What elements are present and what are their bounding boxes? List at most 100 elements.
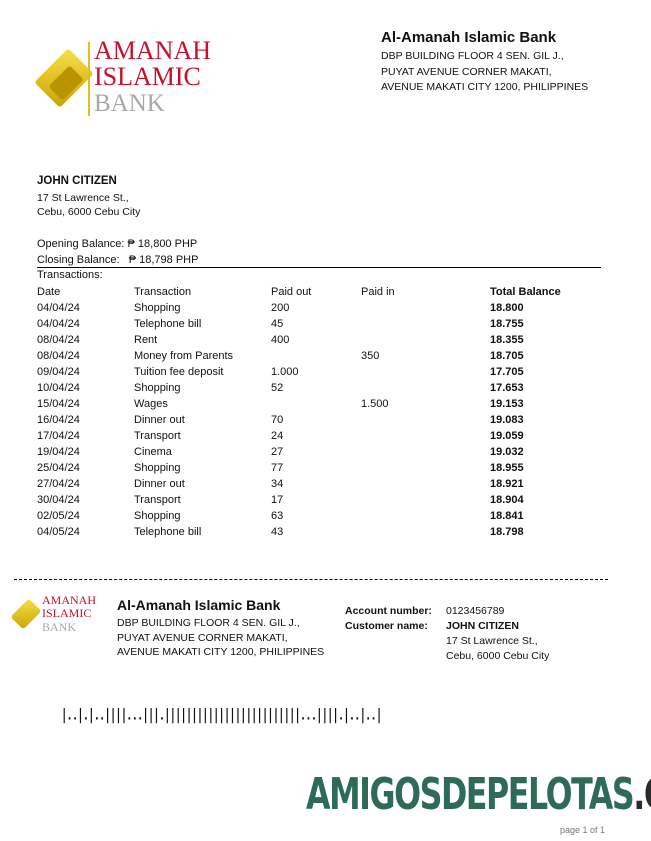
cell-total-balance: 18.355 [490,334,524,346]
cell-date: 25/04/24 [37,462,80,474]
cell-paid-out: 24 [271,430,284,442]
logo-text-2: ISLAMIC [94,62,201,91]
cell-paid-out: 17 [271,494,284,506]
cell-paid-in: 1.500 [361,398,389,410]
table-row: 04/04/24 Telephone bill 45 18.755 [37,316,600,332]
cell-total-balance: 18.904 [490,494,524,506]
address-line: 17 St Lawrence St., [446,635,538,647]
bank-logo-small: AMANAH ISLAMIC BANK [10,594,107,636]
balances: Opening Balance: ₱ 18,800 PHP Closing Ba… [37,236,198,268]
cell-paid-out: 70 [271,414,284,426]
cell-total-balance: 17.653 [490,382,524,394]
table-row: 25/04/24 Shopping 77 18.955 [37,460,600,476]
table-row: 04/05/24 Telephone bill 43 18.798 [37,524,600,540]
opening-balance-value: ₱ 18,800 PHP [127,238,198,250]
cell-paid-out: 27 [271,446,284,458]
cell-paid-out: 45 [271,318,284,330]
cell-date: 10/04/24 [37,382,80,394]
cell-paid-in [361,316,490,332]
cell-paid-in [361,332,490,348]
cell-total-balance: 19.059 [490,430,524,442]
watermark: AMIGOSDEPELOTAS.COM [306,770,651,820]
slip-bank-name: Al-Amanah Islamic Bank [117,597,281,613]
page-number: page 1 of 1 [560,825,606,835]
bank-logo: AMANAH ISLAMIC BANK [34,36,218,118]
cell-paid-in: 350 [361,350,380,362]
watermark-suffix: .COM [633,769,651,820]
cell-total-balance: 18.755 [490,318,524,330]
cell-paid-in [361,380,490,396]
cell-transaction: Shopping [134,462,181,474]
cell-paid-in [361,508,490,524]
customer-name-label: Customer name: [345,620,428,632]
cell-transaction: Cinema [134,446,172,458]
address-line: DBP BUILDING FLOOR 4 SEN. GIL J., [381,50,564,62]
cell-paid-out: 77 [271,462,284,474]
cell-paid-out: 34 [271,478,284,490]
closing-balance-label: Closing Balance: [37,254,120,266]
customer-address: 17 St Lawrence St., Cebu, 6000 Cebu City [37,191,140,219]
cell-date: 04/05/24 [37,526,80,538]
cell-date: 08/04/24 [37,350,80,362]
barcode: |..|.|..||||...|||.|||||||||||||||||||||… [60,706,383,724]
table-row: 02/05/24 Shopping 63 18.841 [37,508,600,524]
cell-transaction: Telephone bill [134,318,202,330]
cell-paid-in [361,428,490,444]
tear-line [14,579,608,580]
cell-date: 16/04/24 [37,414,80,426]
cell-paid-in [361,492,490,508]
table-header: Date Transaction Paid out Paid in Total … [37,284,600,300]
slip-values: 0123456789 JOHN CITIZEN 17 St Lawrence S… [446,604,549,664]
cell-paid-out: 1.000 [271,366,299,378]
cell-transaction: Money from Parents [134,350,234,362]
cell-total-balance: 18.955 [490,462,524,474]
cell-total-balance: 18.800 [490,302,524,314]
logo-text-2: ISLAMIC [42,606,92,620]
logo-text-3: BANK [94,90,165,117]
table-row: 30/04/24 Transport 17 18.904 [37,492,600,508]
cell-paid-out [271,396,361,412]
cell-transaction: Tuition fee deposit [134,366,224,378]
cell-date: 08/04/24 [37,334,80,346]
cell-date: 19/04/24 [37,446,80,458]
bank-name: Al-Amanah Islamic Bank [381,29,557,46]
cell-date: 17/04/24 [37,430,80,442]
logo-text-1: AMANAH [94,36,211,65]
account-number-value: 0123456789 [446,605,505,617]
header-paid-out: Paid out [271,286,312,298]
cell-date: 15/04/24 [37,398,80,410]
header-date: Date [37,286,61,298]
cell-transaction: Dinner out [134,414,185,426]
table-row: 08/04/24 Rent 400 18.355 [37,332,600,348]
cell-paid-in [361,460,490,476]
bank-address: DBP BUILDING FLOOR 4 SEN. GIL J., PUYAT … [381,49,588,96]
cell-paid-in [361,412,490,428]
cell-paid-in [361,476,490,492]
cell-transaction: Wages [134,398,168,410]
cell-paid-out: 43 [271,526,284,538]
closing-balance-value: ₱ 18,798 PHP [128,254,199,266]
logo-text-3: BANK [42,620,77,634]
cell-date: 04/04/24 [37,318,80,330]
address-line: AVENUE MAKATI CITY 1200, PHILIPPINES [381,81,589,93]
transactions-title: Transactions: [37,269,103,281]
cell-paid-out [271,348,361,364]
cell-total-balance: 18.705 [490,350,524,362]
address-line: Cebu, 6000 Cebu City [37,206,141,218]
table-row: 15/04/24 Wages 1.500 19.153 [37,396,600,412]
cell-date: 27/04/24 [37,478,80,490]
slip-labels: Account number: Customer name: [345,604,432,634]
table-row: 27/04/24 Dinner out 34 18.921 [37,476,600,492]
customer-name: JOHN CITIZEN [37,175,117,187]
account-number-label: Account number: [345,605,432,617]
address-line: AVENUE MAKATI CITY 1200, PHILIPPINES [117,646,325,658]
cell-transaction: Dinner out [134,478,185,490]
table-row: 10/04/24 Shopping 52 17.653 [37,380,600,396]
table-row: 04/04/24 Shopping 200 18.800 [37,300,600,316]
cell-total-balance: 18.921 [490,478,524,490]
cell-paid-out: 400 [271,334,290,346]
cell-paid-in [361,444,490,460]
logo-emblem-icon [10,598,42,630]
cell-total-balance: 18.798 [490,526,524,538]
table-row: 16/04/24 Dinner out 70 19.083 [37,412,600,428]
